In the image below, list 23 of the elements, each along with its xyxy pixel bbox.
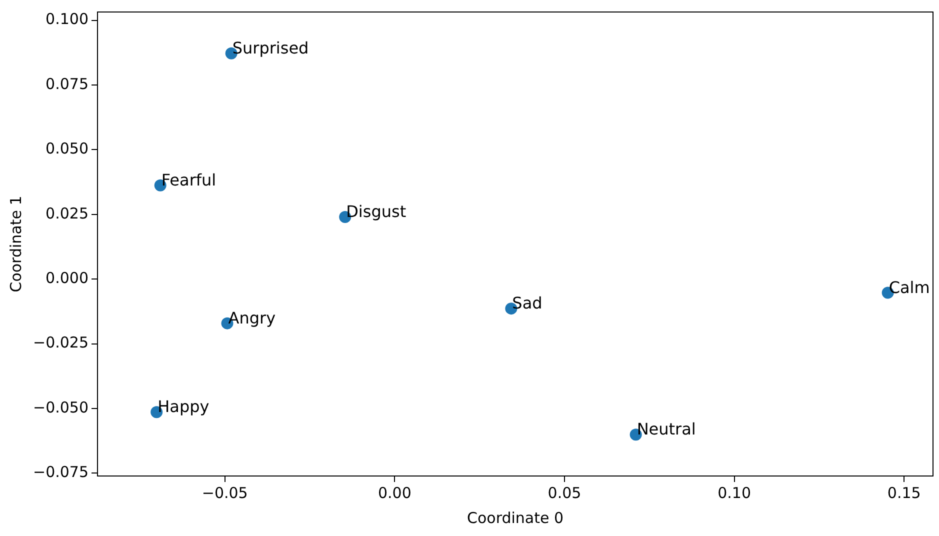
y-tick-label: 0.000 [46, 268, 89, 287]
y-tick-label: 0.050 [46, 140, 89, 158]
x-axis-title: Coordinate 0 [466, 508, 564, 527]
y-tick-label: −0.025 [32, 334, 89, 352]
y-axis-title: Coordinate 1 [6, 196, 25, 292]
x-tick-label: 0.10 [718, 484, 752, 502]
x-tick-label: −0.05 [202, 484, 248, 502]
y-tick-label: 0.075 [46, 74, 89, 93]
annotation: Fearful [161, 170, 216, 190]
annotation: Happy [158, 397, 210, 416]
annotation: Surprised [232, 38, 309, 58]
annotation: Angry [228, 308, 276, 328]
x-tick-label: 0.00 [378, 484, 412, 502]
annotation: Neutral [636, 420, 696, 439]
y-tick-label: −0.050 [32, 398, 89, 416]
x-tick-label: 0.15 [887, 484, 921, 502]
y-tick-label: 0.025 [46, 204, 89, 222]
y-tick-label: 0.100 [46, 10, 89, 28]
annotation: Disgust [346, 202, 406, 221]
annotation: Sad [512, 294, 542, 313]
annotation: Calm [888, 278, 930, 297]
x-tick-label: 0.05 [548, 484, 582, 502]
y-tick-label: −0.075 [32, 463, 89, 482]
